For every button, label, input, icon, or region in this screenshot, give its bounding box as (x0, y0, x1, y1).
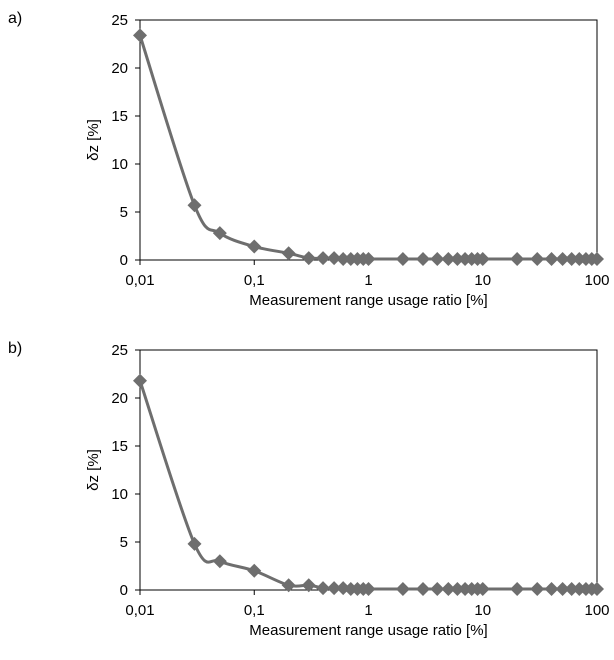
data-point (361, 252, 376, 267)
data-point (187, 198, 202, 213)
data-point (475, 252, 490, 267)
y-axis-title: δz [%] (85, 449, 102, 491)
data-point (450, 252, 465, 267)
y-tick-label: 0 (120, 252, 128, 269)
x-axis-title: Measurement range usage ratio [%] (249, 622, 487, 639)
series-line (138, 380, 597, 591)
x-tick-label: 10 (474, 272, 491, 289)
data-point (430, 252, 445, 267)
data-point (510, 582, 525, 597)
chart-b-svg: 0 5 10 15 20 25 0,01 0,1 1 10 100 Measurement range… (85, 342, 610, 639)
data-point (441, 252, 456, 267)
plot-frame (139, 349, 598, 591)
data-point (361, 582, 376, 597)
chart-a-svg: 0 5 10 15 20 25 0,01 0,1 1 10 100 Measurement range… (85, 12, 610, 309)
chart-panel-b: b) 0 5 10 15 20 25 0,01 0,1 1 10 100 Measurement ra… (0, 330, 614, 660)
y-tick-label: 0 (120, 582, 128, 599)
y-tick-label: 20 (111, 60, 128, 77)
data-point (281, 578, 296, 593)
data-point (133, 373, 147, 388)
data-point (590, 582, 604, 597)
y-tick-label: 5 (120, 534, 128, 551)
data-point (336, 252, 351, 267)
data-point (187, 536, 202, 551)
y-tick-label: 15 (111, 438, 128, 455)
x-tick-label: 0,1 (244, 272, 265, 289)
x-tick-label: 0,01 (125, 272, 154, 289)
y-tick-label: 10 (111, 156, 128, 173)
data-point (544, 582, 559, 597)
data-point (564, 582, 579, 597)
x-tick-label: 10 (474, 602, 491, 619)
x-tick-label: 0,1 (244, 602, 265, 619)
y-axis-title: δz [%] (85, 119, 102, 161)
x-tick-label: 1 (364, 602, 372, 619)
data-point (590, 252, 604, 267)
data-point (475, 582, 490, 597)
data-point (212, 554, 227, 569)
data-point (301, 251, 316, 266)
data-point (430, 582, 445, 597)
data-point (301, 578, 316, 593)
data-point (327, 251, 342, 266)
x-axis-title: Measurement range usage ratio [%] (249, 292, 487, 309)
x-tick-label: 100 (584, 272, 609, 289)
x-tick-label: 0,01 (125, 602, 154, 619)
x-tick-label: 1 (364, 272, 372, 289)
data-point (395, 252, 410, 267)
series-line (138, 34, 597, 261)
y-tick-label: 25 (111, 342, 128, 359)
y-tick-label: 25 (111, 12, 128, 29)
data-point (416, 582, 431, 597)
data-point (316, 251, 331, 266)
data-point (544, 252, 559, 267)
y-tick-label: 5 (120, 204, 128, 221)
data-point (247, 563, 262, 578)
data-point (395, 582, 410, 597)
data-point (530, 252, 545, 267)
data-point (510, 252, 525, 267)
data-point (450, 582, 465, 597)
data-point (555, 252, 570, 267)
data-point (316, 581, 331, 596)
x-tick-label: 100 (584, 602, 609, 619)
plot-frame (139, 19, 598, 261)
data-point (281, 246, 296, 261)
data-point (530, 582, 545, 597)
data-point (212, 226, 227, 241)
data-point (555, 582, 570, 597)
y-tick-label: 10 (111, 486, 128, 503)
data-point (564, 252, 579, 267)
y-tick-label: 15 (111, 108, 128, 125)
data-point (416, 252, 431, 267)
panel-label-b: b) (8, 340, 23, 357)
data-point (441, 582, 456, 597)
y-tick-label: 20 (111, 390, 128, 407)
chart-panel-a: a) 0 5 10 15 20 25 0,01 0,1 1 10 100 Measurement ra… (8, 10, 610, 309)
data-point (327, 581, 342, 596)
data-point (247, 239, 262, 254)
panel-label-a: a) (8, 10, 23, 27)
data-point (133, 28, 147, 43)
